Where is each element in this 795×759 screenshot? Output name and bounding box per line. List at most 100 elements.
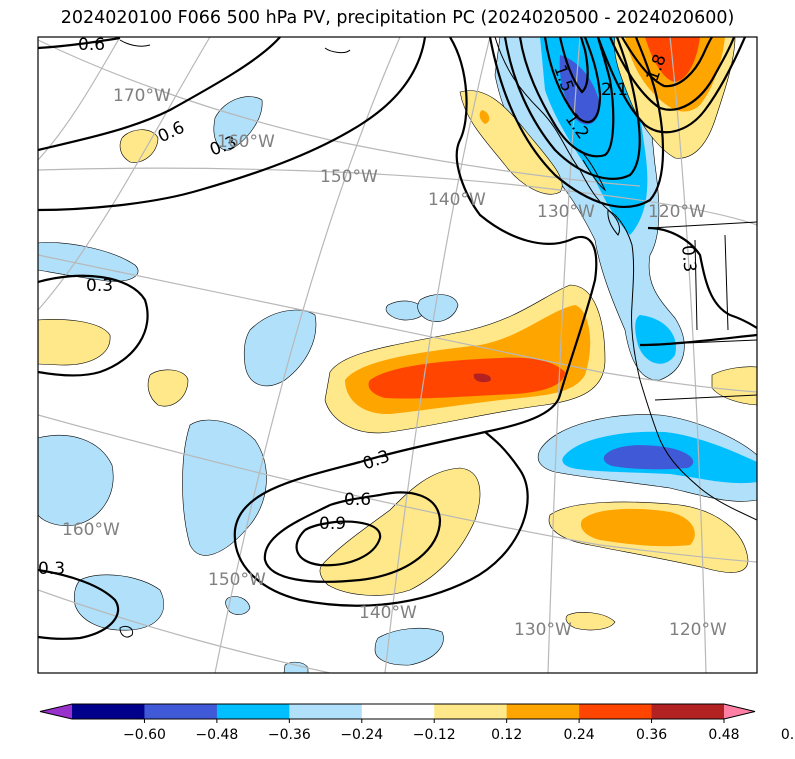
precip-pos-plume-strong xyxy=(368,357,565,399)
pv-03-east: 0.3 xyxy=(677,244,699,273)
precip-neg-west-c xyxy=(182,419,267,556)
colorbar-extend-max xyxy=(724,704,755,719)
pv-03-west: 0.3 xyxy=(86,276,113,296)
pv-21-trough: 2.1 xyxy=(601,80,628,100)
precip-neg-west-g xyxy=(417,294,459,322)
lon-160w-bottom: 160°W xyxy=(62,520,120,540)
colorbar-tick-label: −0.60 xyxy=(123,727,166,743)
precip-pos-west-b xyxy=(147,369,189,407)
precip-neg-west-e xyxy=(213,96,263,151)
colorbar-tick-label: 0.12 xyxy=(491,727,522,743)
parallel-top-arc xyxy=(38,39,641,187)
pv-contour-03-north xyxy=(38,37,427,212)
pv-contour-trough-2 xyxy=(543,37,602,123)
meridian-140w xyxy=(384,37,491,673)
precip-pos-low xyxy=(319,467,481,596)
colorbar-segment xyxy=(434,704,508,719)
colorbar-tick-label: 0.48 xyxy=(708,727,739,743)
precip-pos-south-mid xyxy=(580,508,695,547)
lon-120w-bottom: 120°W xyxy=(669,620,727,640)
colorbar-segment xyxy=(651,704,725,719)
pv-contour-03-east xyxy=(647,226,757,329)
meridian-130w xyxy=(547,37,581,673)
precip-neg-sw-b xyxy=(374,627,444,666)
precipitation-shading xyxy=(38,37,757,673)
colorbar-segment xyxy=(144,704,218,719)
colorbar-segment xyxy=(506,704,580,719)
colorbar-tick-label: −0.36 xyxy=(268,727,311,743)
pv-contour-03-west xyxy=(38,274,149,377)
precip-neg-west-b xyxy=(38,435,114,526)
colorbar: −0.60 −0.48 −0.36 −0.24 −0.12 0.12 0.24 0.36 0.4… xyxy=(39,703,795,743)
pv-contour-06-northwest xyxy=(38,37,281,152)
lon-150w-bottom: 150°W xyxy=(208,570,266,590)
precip-pos-east-edge xyxy=(711,366,757,406)
colorbar-segment xyxy=(361,704,435,719)
pv-06-northwest: 0.6 xyxy=(155,118,188,148)
pv-contours xyxy=(38,37,757,640)
parallel-upper xyxy=(38,254,757,393)
pv-03-southwest: 0.3 xyxy=(38,559,65,579)
colorbar-segment xyxy=(289,704,363,719)
pv-contour-03-east-b xyxy=(639,333,757,347)
colorbar-tick-label: −0.24 xyxy=(340,727,383,743)
colorbar-tick-label: 0.60 xyxy=(781,727,795,743)
pv-06-low: 0.6 xyxy=(344,490,371,510)
coast-aleutian-a xyxy=(119,39,151,47)
pv-09-low: 0.9 xyxy=(319,514,346,534)
precip-neg-coast-core xyxy=(603,445,694,470)
lon-140w-bottom: 140°W xyxy=(359,603,417,623)
pv-03-low: 0.3 xyxy=(360,446,392,474)
map-field: 0.6 0.6 0.3 0.3 0.3 0.3 0.6 0.9 0.3 1.5 … xyxy=(38,35,757,673)
map-title: 2024020100 F066 500 hPa PV, precipitatio… xyxy=(60,8,735,28)
pv-contour-trough-1 xyxy=(518,37,615,158)
parallel-north xyxy=(38,167,757,226)
precip-pos-west-c xyxy=(119,129,159,163)
precip-pos-plume-core xyxy=(473,373,491,383)
meridian-170w xyxy=(38,37,121,161)
colorbar-segment xyxy=(216,704,290,719)
precip-neg-sw-c xyxy=(225,596,251,615)
lon-150w-top: 150°W xyxy=(320,167,378,187)
map-frame xyxy=(37,36,758,674)
pv-contour-06-low xyxy=(263,491,442,583)
lon-130w-top: 130°W xyxy=(537,202,595,222)
pv-06-topleft: 0.6 xyxy=(78,35,105,55)
precip-neg-west-d xyxy=(243,309,317,387)
pv-contour-trough-6 xyxy=(596,37,747,134)
colorbar-tick-label: −0.12 xyxy=(413,727,456,743)
pv-contour-09-low xyxy=(295,520,382,567)
precip-pos-south-small xyxy=(565,612,616,631)
colorbar-segment xyxy=(72,704,145,719)
longitude-labels: 170°W 160°W 150°W 140°W 130°W 120°W 160°… xyxy=(62,86,727,640)
colorbar-tick-label: −0.48 xyxy=(195,727,238,743)
meridian-160w xyxy=(38,37,211,311)
coast-island-b xyxy=(607,209,621,236)
pv-contour-trough-7 xyxy=(608,37,736,111)
pv-contour-03-low xyxy=(233,430,529,607)
colorbar-tick-label: 0.24 xyxy=(564,727,595,743)
lon-140w-top: 140°W xyxy=(428,190,486,210)
colorbar-segment xyxy=(579,704,653,719)
pv-contour-trough-8 xyxy=(621,37,713,88)
meridian-150w xyxy=(214,37,401,673)
pv-contour-03-sw xyxy=(38,568,120,640)
lon-120w-top: 120°W xyxy=(648,202,706,222)
precip-pos-west-a xyxy=(38,319,111,366)
pv-contour-topleft xyxy=(38,37,121,50)
colorbar-extend-min xyxy=(40,704,72,719)
border-canada-us xyxy=(649,221,757,229)
coast-island-a xyxy=(579,149,607,192)
precip-neg-oregon xyxy=(635,315,676,364)
graticule xyxy=(38,37,757,673)
parallel-middle xyxy=(38,414,757,563)
pv-contour-03-ridge xyxy=(449,37,598,434)
precip-neg-sw-a xyxy=(73,574,165,631)
coast-hawaii xyxy=(119,625,134,638)
coast-bc-alaska xyxy=(494,37,757,521)
lon-170w: 170°W xyxy=(113,86,171,106)
colorbar-outline xyxy=(39,703,756,720)
precip-pos-gulf-dot xyxy=(479,110,490,124)
colorbar-tick-label: 0.36 xyxy=(636,727,667,743)
